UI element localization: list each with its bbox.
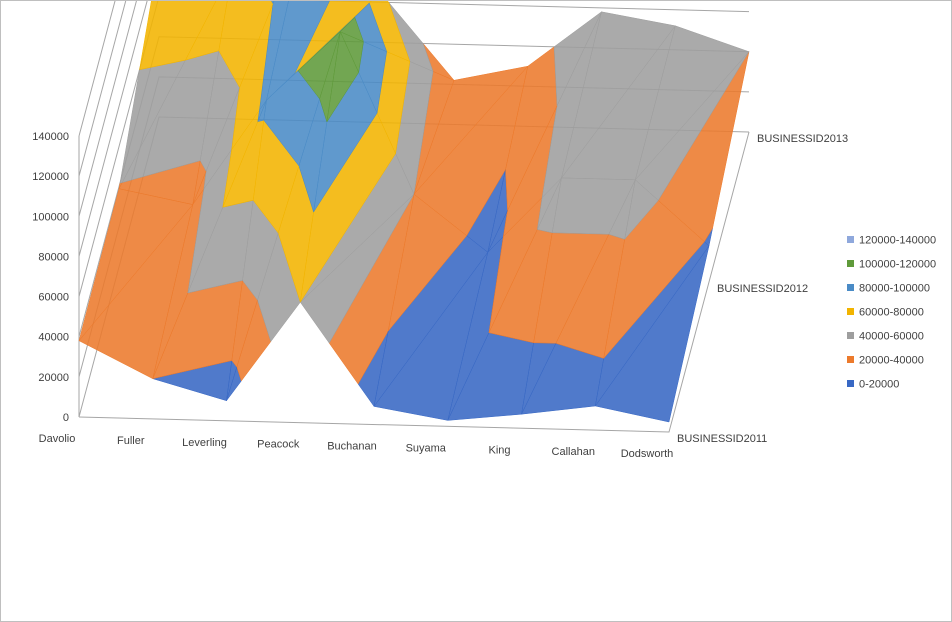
floor-edge xyxy=(78,131,750,433)
category-axis: Davolio Fuller Leverling Peacock Buchanan Suy… xyxy=(39,433,674,460)
category-axis-tick-label: Davolio xyxy=(39,433,76,445)
surface-band-patch xyxy=(413,65,529,195)
category-axis-tick-label: Callahan xyxy=(552,446,595,458)
value-axis: 0 20000 40000 60000 80000 100000 120000 140000 xyxy=(32,131,69,424)
series-axis: BUSINESSID2011 BUSINESSID2012 BUSINESSID20… xyxy=(677,133,848,445)
legend-swatch xyxy=(847,380,854,387)
legend-label: 20000-40000 xyxy=(859,355,924,367)
value-axis-tick-label: 100000 xyxy=(32,211,69,223)
surface-band-patch xyxy=(218,1,274,89)
series-axis-tick-label: BUSINESSID2012 xyxy=(717,283,808,295)
surface-band-patch xyxy=(139,1,217,71)
surface-band-patch xyxy=(266,1,330,101)
gridline xyxy=(78,1,127,177)
gridline xyxy=(78,1,148,257)
surface-band-patch xyxy=(297,30,341,100)
legend-label: 0-20000 xyxy=(859,379,899,391)
surface-band-patch xyxy=(78,188,194,341)
surface-band-patch xyxy=(326,30,359,123)
legend-label: 60000-80000 xyxy=(859,307,924,319)
value-axis-tick-label: 0 xyxy=(63,412,69,424)
legend-swatch xyxy=(847,284,854,291)
surface-band-patch xyxy=(505,46,558,211)
surface-band-patch xyxy=(339,16,364,43)
value-axis-tick-label: 80000 xyxy=(38,251,69,263)
legend: 120000-140000 100000-120000 80000-100000 60… xyxy=(847,235,936,391)
legend-label: 40000-60000 xyxy=(859,331,924,343)
value-axis-tick-label: 60000 xyxy=(38,292,69,304)
category-axis-tick-label: Peacock xyxy=(257,439,300,451)
value-axis-tick-label: 140000 xyxy=(32,131,69,143)
surface-band-patch xyxy=(271,1,275,5)
gridline xyxy=(78,1,116,137)
value-axis-tick-label: 20000 xyxy=(38,372,69,384)
legend-swatch xyxy=(847,236,854,243)
surface-band-patch xyxy=(553,11,602,107)
surface-band-patch xyxy=(561,11,676,179)
surface-band-patch xyxy=(263,70,320,167)
gridline xyxy=(78,1,750,297)
category-axis-tick-label: Dodsworth xyxy=(621,448,674,460)
surface-band-patch xyxy=(537,177,562,230)
surface-band-patch xyxy=(387,193,468,332)
surface-band-patch xyxy=(624,179,659,241)
series-axis-tick-label: BUSINESSID2013 xyxy=(757,133,848,145)
legend-swatch xyxy=(847,260,854,267)
category-axis-tick-label: Suyama xyxy=(406,442,447,454)
legend-swatch xyxy=(847,308,854,315)
legend-label: 80000-100000 xyxy=(859,283,930,295)
value-axis-tick-label: 120000 xyxy=(32,171,69,183)
surface-plot xyxy=(78,1,750,423)
category-axis-tick-label: Fuller xyxy=(117,435,145,447)
category-axis-tick-label: Leverling xyxy=(182,437,227,449)
category-axis-tick-label: King xyxy=(488,444,510,456)
series-axis-tick-label: BUSINESSID2011 xyxy=(677,433,767,445)
legend-swatch xyxy=(847,332,854,339)
surface-band-patch xyxy=(635,25,750,180)
surface-band-patch xyxy=(257,99,267,122)
legend-label: 100000-120000 xyxy=(859,259,936,271)
legend-label: 120000-140000 xyxy=(859,235,936,247)
gridline xyxy=(78,1,137,217)
legend-swatch xyxy=(847,356,854,363)
value-axis-tick-label: 40000 xyxy=(38,332,69,344)
surface-band-patch xyxy=(551,177,636,235)
category-axis-tick-label: Buchanan xyxy=(327,441,377,453)
